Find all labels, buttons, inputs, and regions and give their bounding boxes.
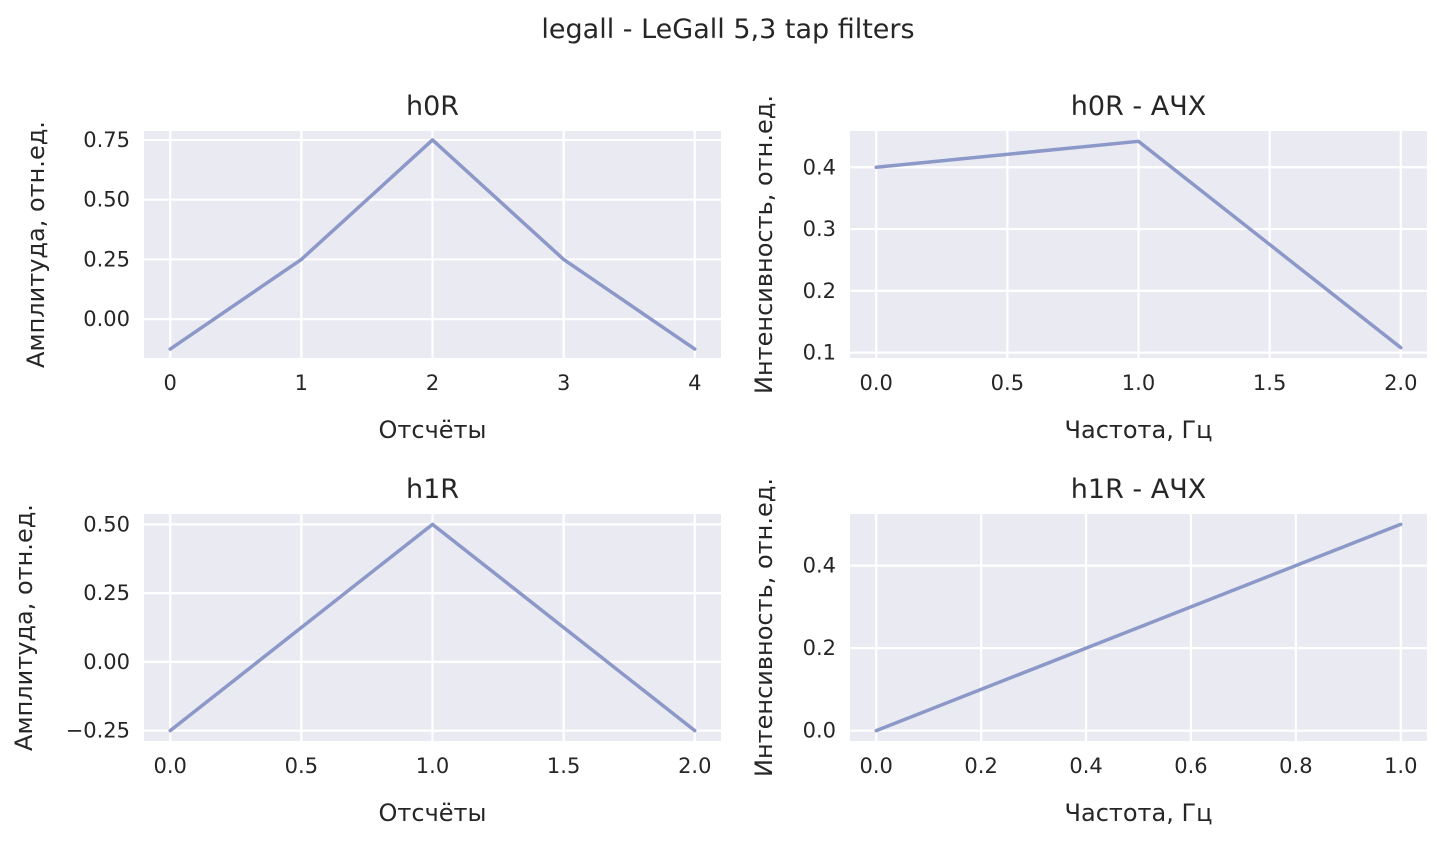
series-line [168,522,697,733]
x-tick-label: 3 [557,371,570,395]
subplot-title: h0R [406,91,459,122]
x-tick-label: 4 [688,371,701,395]
x-tick-label: 1.0 [416,754,449,778]
y-tick-label: 0.50 [83,512,130,536]
subplot-2: 0.0 0.5 1.0 1.5 2.0 0.1 0.2 0.3 0.4 h0R - АЧХ Част… [750,91,1427,444]
series-line [874,139,1403,350]
subplot-title: h0R - АЧХ [1071,91,1206,122]
x-tick-label: 0.2 [964,754,997,778]
y-tick-label: 0.00 [83,650,130,674]
x-axis-label: Отсчёты [379,799,487,827]
y-tick-label: 0.4 [803,554,836,578]
x-tick-label: 1.5 [547,754,580,778]
y-axis-label: Интенсивность, отн.ед. [750,95,778,394]
subplot-1: 0 1 2 3 4 0.00 0.25 0.50 0.75 h0R Отсчёты Амплитуда… [22,91,721,444]
y-tick-label: 0.2 [803,636,836,660]
x-tick-label: 2.0 [1384,371,1417,395]
x-tick-label: 1.5 [1253,371,1286,395]
x-tick-label: 0.0 [860,754,893,778]
x-tick-label: 2 [426,371,439,395]
y-tick-label: 0.0 [803,719,836,743]
x-tick-label: 0.5 [991,371,1024,395]
subplot-title: h1R - АЧХ [1071,474,1206,505]
y-tick-label: 0.25 [83,247,130,271]
x-tick-label: 0 [164,371,177,395]
x-tick-label: 0.6 [1174,754,1207,778]
x-axis-label: Частота, Гц [1065,416,1213,444]
x-tick-label: 0.4 [1069,754,1102,778]
y-tick-label: 0.25 [83,581,130,605]
y-tick-label: −0.25 [66,719,130,743]
y-axis-label: Амплитуда, отн.ед. [22,121,50,368]
y-tick-label: 0.00 [83,307,130,331]
y-tick-label: 0.4 [803,155,836,179]
x-tick-label: 1 [295,371,308,395]
x-axis-label: Отсчёты [379,416,487,444]
y-tick-label: 0.75 [83,128,130,152]
series-line [168,138,697,351]
x-tick-label: 1.0 [1122,371,1155,395]
y-tick-label: 0.2 [803,279,836,303]
subplot-title: h1R [406,474,459,505]
series-line [874,522,1403,733]
subplot-4: 0.0 0.2 0.4 0.6 0.8 1.0 0.0 0.2 0.4 h1R - АЧХ Част… [750,474,1427,827]
y-tick-label: 0.50 [83,188,130,212]
x-tick-label: 0.0 [154,754,187,778]
x-tick-label: 0.8 [1279,754,1312,778]
x-tick-label: 0.5 [285,754,318,778]
subplot-3: 0.0 0.5 1.0 1.5 2.0 −0.25 0.00 0.25 0.50 h1R Отсчё… [10,474,721,827]
x-tick-label: 0.0 [860,371,893,395]
y-tick-label: 0.3 [803,217,836,241]
x-tick-label: 1.0 [1384,754,1417,778]
y-axis-label: Интенсивность, отн.ед. [750,478,778,777]
figure-title: legall - LeGall 5,3 tap filters [541,14,915,45]
x-axis-label: Частота, Гц [1065,799,1213,827]
y-tick-label: 0.1 [803,341,836,365]
y-axis-label: Амплитуда, отн.ед. [10,504,38,751]
x-tick-label: 2.0 [678,754,711,778]
